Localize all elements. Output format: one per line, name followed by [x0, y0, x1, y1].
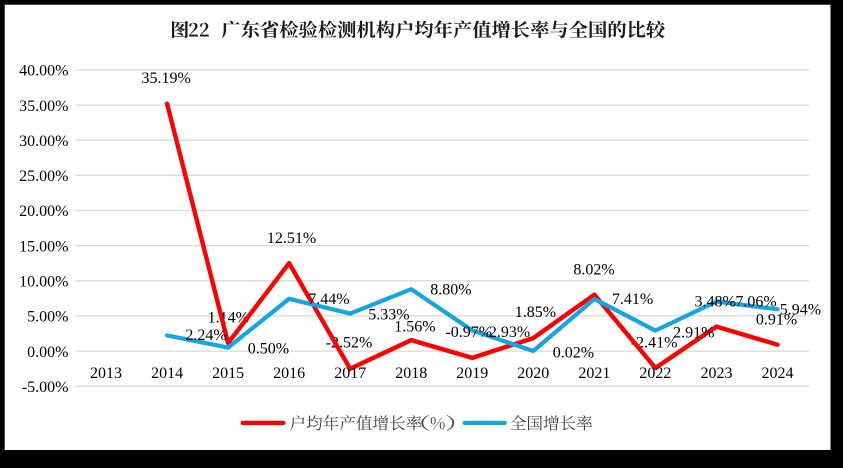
svg-text:1.14%: 1.14%	[208, 310, 249, 327]
svg-text:1.85%: 1.85%	[515, 304, 556, 321]
svg-text:7.06%: 7.06%	[735, 293, 776, 310]
svg-text:2016: 2016	[273, 365, 305, 382]
svg-text:5.33%: 5.33%	[368, 306, 409, 323]
svg-text:2.24%: 2.24%	[185, 327, 226, 344]
svg-text:2013: 2013	[90, 365, 122, 382]
svg-text:5.00%: 5.00%	[27, 309, 68, 326]
svg-text:-5.00%: -5.00%	[22, 379, 69, 396]
svg-text:-2.41%: -2.41%	[631, 335, 678, 352]
svg-text:2018: 2018	[395, 365, 427, 382]
svg-text:2021: 2021	[578, 365, 610, 382]
svg-text:2024: 2024	[762, 365, 794, 382]
svg-text:0.02%: 0.02%	[553, 344, 594, 361]
svg-text:2020: 2020	[517, 365, 549, 382]
svg-text:2019: 2019	[456, 365, 488, 382]
svg-text:8.02%: 8.02%	[573, 262, 614, 279]
svg-text:2015: 2015	[212, 365, 244, 382]
svg-text:25.00%: 25.00%	[19, 168, 68, 185]
svg-text:40.00%: 40.00%	[19, 63, 68, 80]
svg-text:-0.97%: -0.97%	[445, 324, 492, 341]
svg-text:2.93%: 2.93%	[489, 324, 530, 341]
svg-text:0.00%: 0.00%	[27, 344, 68, 361]
svg-text:2.91%: 2.91%	[673, 324, 714, 341]
svg-text:2017: 2017	[334, 365, 366, 382]
svg-text:10.00%: 10.00%	[19, 274, 68, 291]
svg-text:2022: 2022	[639, 365, 671, 382]
svg-text:35.00%: 35.00%	[19, 98, 68, 115]
svg-text:35.19%: 35.19%	[142, 70, 191, 87]
svg-text:7.44%: 7.44%	[308, 291, 349, 308]
svg-text:12.51%: 12.51%	[267, 230, 316, 247]
svg-text:7.41%: 7.41%	[612, 291, 653, 308]
svg-text:3.48%: 3.48%	[695, 293, 736, 310]
svg-text:5.94%: 5.94%	[780, 302, 821, 319]
svg-text:0.91%: 0.91%	[756, 312, 797, 329]
svg-text:15.00%: 15.00%	[19, 238, 68, 255]
svg-text:8.80%: 8.80%	[430, 282, 471, 299]
svg-text:20.00%: 20.00%	[19, 203, 68, 220]
svg-text:2023: 2023	[701, 365, 733, 382]
svg-text:1.56%: 1.56%	[394, 319, 435, 336]
svg-text:0.50%: 0.50%	[248, 341, 289, 358]
svg-text:30.00%: 30.00%	[19, 133, 68, 150]
svg-text:2014: 2014	[151, 365, 183, 382]
